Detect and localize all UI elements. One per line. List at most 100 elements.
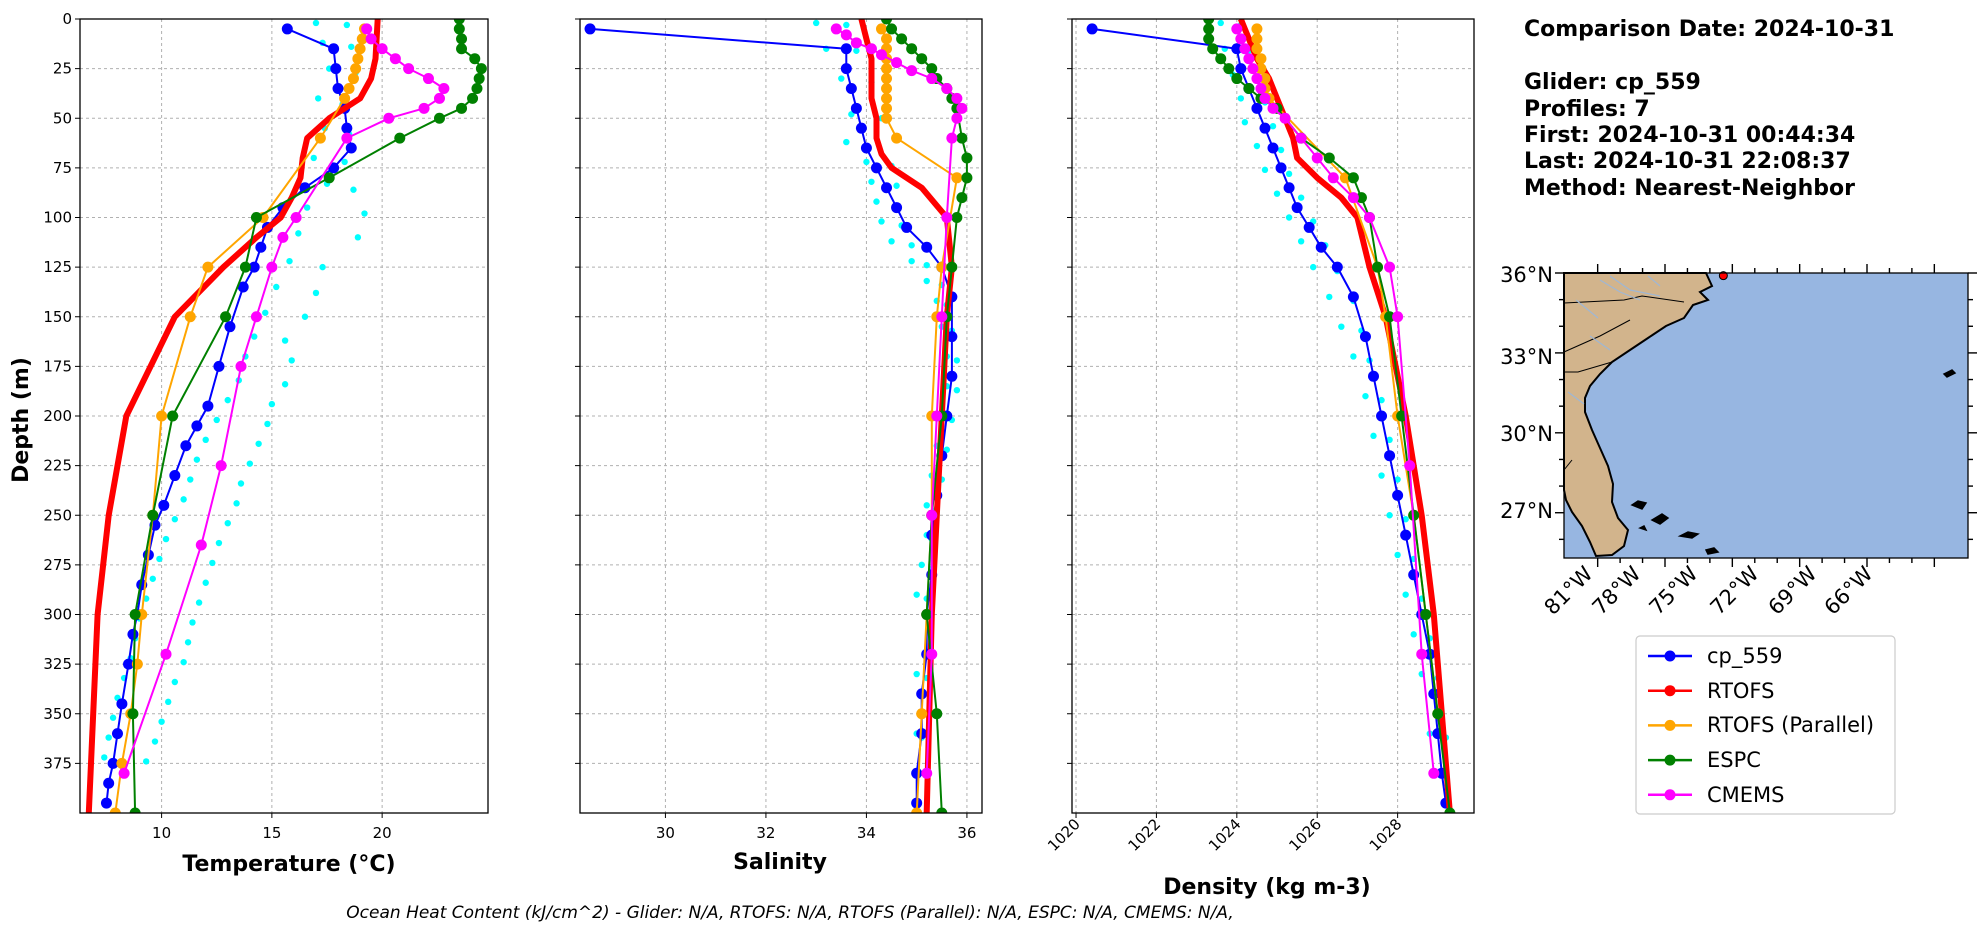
glider-profile-point [286, 257, 293, 265]
map-islands [1630, 369, 1957, 555]
espc-point [129, 609, 141, 620]
map-lon-label: 75°W [1645, 561, 1703, 619]
cp-559-point [1259, 122, 1271, 134]
cp-559-point [255, 241, 267, 253]
cmems-point [926, 509, 938, 521]
glider-profile-point [1394, 551, 1401, 559]
glider-profile-point [1297, 238, 1305, 245]
espc-point [1203, 23, 1215, 35]
map-rivers [1567, 275, 1661, 405]
glider-profile-point [953, 357, 961, 364]
glider-profile-point [1402, 516, 1409, 523]
y-tick-label: 375 [43, 754, 72, 772]
density-panel: 1020 1022 1024 1026 1028 [1044, 18, 1475, 855]
glider-profile-point [354, 234, 362, 241]
rtofs-parallel-point [1255, 53, 1267, 65]
glider-profile-point [301, 313, 309, 320]
cmems-point [926, 648, 938, 660]
x-tick-label: 10 [152, 824, 171, 842]
rtofs-parallel-line [1255, 28, 1439, 714]
cp-559-point [1231, 43, 1243, 55]
cp-559-point [345, 142, 357, 154]
glider-profile-point [262, 309, 269, 316]
rtofs-legend-marker [1664, 685, 1676, 697]
map-lon-label: 78°W [1588, 561, 1646, 619]
glider-profile-point [237, 480, 245, 487]
cmems-point [941, 212, 953, 223]
glider-profile-point [268, 400, 276, 408]
glider-profile-point [202, 579, 209, 586]
cmems-point [290, 212, 302, 223]
glider-profile-point [868, 178, 875, 185]
y-tick-label: 325 [43, 655, 72, 673]
glider-profile-point [812, 19, 820, 27]
cmems-point [235, 360, 247, 372]
cp-559-point [845, 82, 857, 94]
espc-point [323, 172, 335, 184]
glider-profile-point [251, 333, 258, 340]
glider-profile-point [312, 19, 320, 27]
x-tick-label: 34 [857, 824, 876, 842]
espc-point [881, 19, 893, 25]
rtofs-parallel-point [1259, 73, 1271, 85]
cmems-point [277, 231, 289, 243]
cp-559-line [589, 27, 953, 804]
espc-point [473, 73, 485, 85]
map-lon-label: 69°W [1764, 561, 1822, 619]
rtofs-parallel-point [156, 410, 168, 422]
map-frame [1563, 272, 1969, 559]
rtofs-parallel-point [936, 261, 948, 273]
glider-profile-point [209, 559, 216, 567]
espc-point [453, 23, 465, 35]
cp-559-point [891, 202, 903, 214]
espc-point [1243, 82, 1255, 94]
cmems-point [865, 43, 877, 55]
legend: cp_559 RTOFS RTOFS (Parallel) ESPC CMEMS [1635, 635, 1896, 815]
cmems-point [1267, 102, 1279, 114]
map-ticks [1555, 264, 1977, 567]
rtofs-parallel-point [881, 112, 893, 124]
cp-559-point [237, 281, 249, 293]
cmems-point [422, 73, 434, 85]
rtofs-parallel-point [881, 82, 893, 94]
salinity-axis-label: Salinity [733, 850, 827, 875]
espc-point [896, 33, 908, 45]
cmems-line [1235, 28, 1435, 774]
cp-559-point [1315, 241, 1327, 253]
glider-profile-point [156, 555, 163, 563]
glider-profile-point [312, 289, 320, 297]
glider-profile-point [310, 154, 317, 162]
cp-559-point [123, 658, 135, 670]
glider-position-marker [1718, 271, 1728, 281]
cmems-point [195, 539, 207, 551]
glider-profile-point [233, 500, 240, 507]
glider-profile-point [105, 734, 112, 741]
legend-label: cp_559 [1707, 644, 1782, 669]
glider-profile-point [341, 158, 348, 166]
rtofs-parallel-point [354, 43, 366, 55]
espc-line [885, 19, 968, 813]
cmems-point [1251, 73, 1263, 85]
glider-profile-point [1362, 392, 1369, 400]
cp-559-point [1368, 370, 1379, 382]
cp-559-point [224, 321, 236, 333]
glider-profile-point [878, 218, 885, 225]
cmems-point [1295, 132, 1307, 144]
espc-point [936, 807, 948, 813]
espc-point [1420, 609, 1432, 620]
rtofs-parallel-point [911, 807, 923, 813]
cmems-point [931, 410, 943, 422]
glider-profile-point [314, 95, 322, 102]
glider-profile-point [853, 47, 860, 54]
cp-559-point [1359, 331, 1371, 343]
cmems-point [891, 57, 903, 69]
cp-559-point [881, 182, 893, 194]
map-lon-label: 66°W [1820, 561, 1878, 619]
cmems-legend-marker [1664, 789, 1676, 801]
profiles-count: Profiles: 7 [1524, 97, 1650, 122]
glider-profile-point [224, 396, 231, 404]
espc-point [1384, 311, 1396, 323]
y-tick-label: 25 [53, 60, 72, 78]
cp-559-point [281, 23, 293, 35]
glider-profile-point [255, 440, 262, 447]
